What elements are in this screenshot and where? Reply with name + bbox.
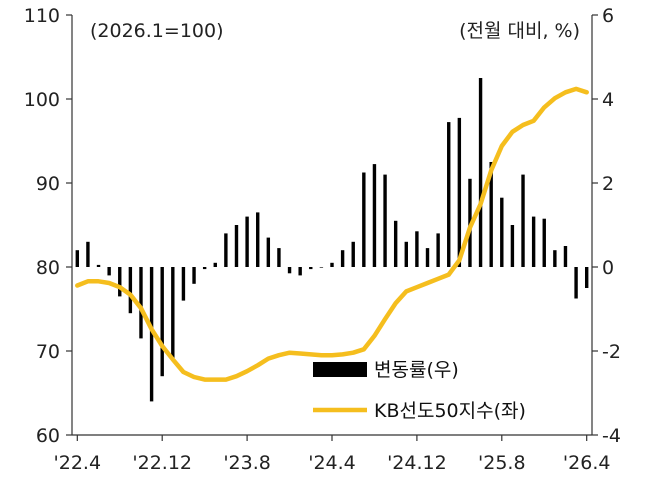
change-rate-bar	[478, 78, 483, 267]
change-rate-bar	[415, 231, 419, 267]
change-rate-bar	[330, 262, 334, 267]
change-rate-bar	[245, 216, 249, 267]
line-series	[75, 86, 589, 382]
x-tick-label: '26.4	[563, 452, 611, 474]
change-rate-bar	[149, 267, 154, 402]
change-rate-bar	[277, 248, 281, 267]
change-rate-bar	[531, 216, 536, 267]
change-rate-bar	[287, 267, 292, 274]
change-rate-bar	[128, 267, 133, 314]
change-rate-bar	[266, 237, 271, 267]
change-rate-bar	[510, 225, 515, 267]
bar-series	[75, 78, 589, 402]
change-rate-bar	[553, 250, 557, 267]
change-rate-bar	[362, 172, 366, 267]
change-rate-bar	[256, 212, 260, 267]
axes	[71, 15, 593, 436]
change-rate-bar	[500, 197, 504, 267]
x-axis-ticks: '22.4 '22.12 '23.8 '24.4 '24.12 '25.8 '26.4	[54, 435, 611, 474]
right-tick-label: 4	[602, 89, 614, 111]
left-tick-label: 60	[36, 425, 60, 447]
right-tick-label: 2	[602, 173, 614, 195]
right-tick-label: 6	[602, 5, 614, 27]
left-tick-label: 70	[36, 341, 60, 363]
change-rate-bar	[171, 267, 175, 360]
change-rate-bar	[351, 241, 355, 267]
change-rate-bar	[436, 233, 440, 267]
change-rate-bar	[118, 267, 122, 297]
change-rate-bar	[574, 267, 578, 299]
change-rate-bar	[202, 267, 207, 270]
change-rate-bar	[234, 225, 239, 267]
change-rate-bar	[181, 267, 186, 301]
change-rate-bar	[309, 267, 313, 270]
right-axis-note: (전월 대비, %)	[459, 20, 580, 42]
right-tick-label: -4	[602, 425, 621, 447]
change-rate-bar	[224, 233, 228, 267]
left-axis-note: (2026.1=100)	[90, 20, 224, 42]
change-rate-bar	[107, 267, 111, 276]
change-rate-bar	[192, 267, 196, 284]
change-rate-bar	[425, 248, 430, 267]
index-line	[75, 86, 589, 382]
change-rate-bar	[139, 267, 143, 339]
change-rate-bar	[563, 246, 568, 267]
change-rate-bar	[383, 174, 387, 267]
x-tick-label: '22.12	[132, 452, 192, 474]
change-rate-bar	[298, 267, 302, 276]
change-rate-bar	[404, 241, 408, 267]
legend-line-label: KB선도50지수(좌)	[374, 400, 526, 422]
left-tick-label: 90	[36, 173, 60, 195]
change-rate-bar	[75, 250, 80, 267]
change-rate-bar	[489, 162, 493, 267]
change-rate-bar	[542, 218, 546, 267]
change-rate-bar	[86, 241, 90, 267]
x-tick-label: '24.12	[387, 452, 447, 474]
change-rate-bar	[340, 250, 345, 267]
change-rate-bar	[447, 122, 451, 267]
left-tick-label: 100	[24, 89, 60, 111]
change-rate-bar	[319, 267, 324, 268]
left-axis-ticks: 110 100 90 80 70 60	[24, 5, 72, 447]
legend-bar-label: 변동률(우)	[374, 359, 459, 381]
x-tick-label: '24.4	[308, 452, 356, 474]
change-rate-bar	[160, 267, 164, 377]
x-tick-label: '23.8	[223, 452, 271, 474]
change-rate-bar	[96, 264, 101, 267]
right-tick-label: 0	[602, 257, 614, 279]
left-tick-label: 80	[36, 257, 60, 279]
legend: 변동률(우) KB선도50지수(좌)	[313, 359, 526, 422]
x-tick-label: '25.8	[478, 452, 526, 474]
change-rate-bar	[393, 220, 398, 267]
left-tick-label: 110	[24, 5, 60, 27]
change-rate-bar	[213, 262, 217, 267]
change-rate-bar	[521, 174, 525, 267]
x-tick-label: '22.4	[54, 452, 102, 474]
right-tick-label: -2	[602, 341, 621, 363]
change-rate-bar	[584, 267, 589, 288]
change-rate-bar	[457, 117, 462, 268]
change-rate-bar	[372, 164, 377, 267]
right-axis-ticks: 6 4 2 0 -2 -4	[592, 5, 621, 447]
legend-bar-swatch	[313, 362, 367, 377]
